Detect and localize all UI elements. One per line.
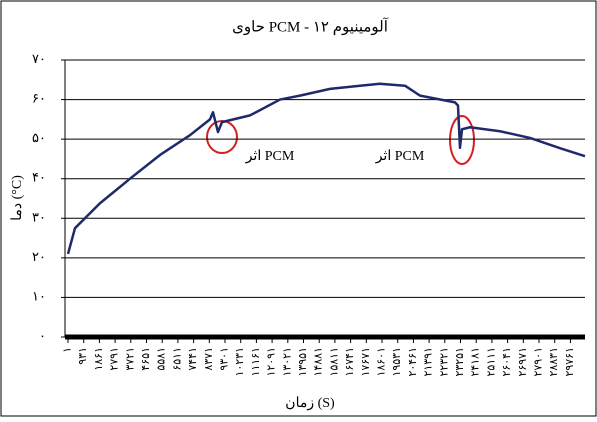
x-tick-label: ۲۷۹۱ — [109, 347, 121, 371]
x-tick-label: ۷۴۴۱ — [187, 347, 199, 371]
y-tick-label: ۴۰ — [32, 170, 46, 185]
y-tick-label: ۱۰ — [32, 288, 46, 303]
x-tick-label: ۲۸۸۳۱ — [548, 347, 560, 377]
x-tick-label: ۱۲۰۹۱ — [266, 347, 278, 377]
x-tick-label: ۱۰۲۳۱ — [234, 347, 246, 377]
x-tick-label: ۱۳۹۵۱ — [297, 347, 309, 377]
x-tick-label: ۵۵۸۱ — [156, 347, 168, 371]
x-axis-label: زمان (S) — [285, 396, 335, 411]
x-tick-label: ۹۳۰۱ — [219, 347, 231, 371]
y-axis-label: دما (°C) — [10, 175, 25, 221]
chart-title: حاوی PCM - آلومینیوم ۱۲ — [232, 17, 389, 35]
x-tick-label: ۲۵۱۱۱ — [485, 347, 497, 377]
x-tick-label: ۹۳۱ — [77, 347, 89, 365]
x-tick-label: ۲۹۷۶۱ — [564, 347, 576, 377]
x-tick-label: ۶۵۱۱ — [171, 347, 183, 371]
x-tick-label: ۱ — [62, 347, 74, 353]
x-tick-label: ۱۱۱۶۱ — [250, 347, 262, 377]
x-tick-label: ۱۸۶۰۱ — [376, 347, 388, 377]
x-tick-label: ۲۱۳۹۱ — [423, 347, 435, 377]
x-tick-label: ۲۰۴۶۱ — [407, 347, 419, 377]
x-tick-label: ۲۴۱۸۱ — [470, 347, 482, 377]
x-tick-label: ۱۵۸۱۱ — [328, 347, 340, 377]
annotation: اثر PCM — [375, 149, 425, 164]
y-tick-label: ۲۰ — [32, 249, 46, 264]
x-tick-label: ۱۸۶۱ — [93, 347, 105, 371]
x-tick-label: ۲۶۹۷۱ — [517, 347, 529, 377]
annotation: اثر PCM — [245, 149, 295, 164]
x-tick-label: ۳۷۲۱ — [124, 347, 136, 371]
x-tick-label: ۱۴۸۸۱ — [313, 347, 325, 377]
x-tick-label: ۱۶۷۴۱ — [344, 347, 356, 377]
x-tick-label: ۲۳۲۵۱ — [454, 347, 466, 377]
x-tick-label: ۴۶۵۱ — [140, 347, 152, 371]
highlight-circle — [449, 115, 475, 165]
data-line — [66, 82, 586, 255]
x-tick-label: ۲۲۳۲۱ — [438, 347, 450, 377]
y-tick-label: ۷۰ — [32, 51, 46, 66]
x-tick-label: ۱۷۶۷۱ — [360, 347, 372, 377]
x-tick-label: ۲۶۰۴۱ — [501, 347, 513, 377]
y-tick-label: ۵۰ — [32, 130, 46, 145]
x-tick-label: ۸۳۷۱ — [203, 347, 215, 371]
x-tick-label: ۱۳۰۲۱ — [281, 347, 293, 377]
y-tick-label: ۰ — [39, 328, 46, 343]
x-tick-label: ۲۷۹۰۱ — [533, 347, 545, 377]
x-tick-label: ۱۹۵۳۱ — [391, 347, 403, 377]
y-tick-label: ۳۰ — [32, 209, 46, 224]
y-tick-label: ۶۰ — [32, 91, 46, 106]
